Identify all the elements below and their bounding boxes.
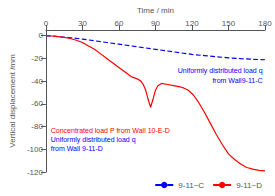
svg-text:9-11~D: 9-11~D xyxy=(236,181,262,190)
svg-text:-100: -100 xyxy=(27,145,44,154)
svg-text:-40: -40 xyxy=(31,77,43,86)
svg-text:-60: -60 xyxy=(31,99,43,108)
svg-text:Vertical displacement /mm: Vertical displacement /mm xyxy=(8,54,17,148)
svg-text:120: 120 xyxy=(185,19,199,28)
svg-text:from Wall 9-11-D: from Wall 9-11-D xyxy=(51,145,103,152)
svg-text:Uniformly distributed load q: Uniformly distributed load q xyxy=(178,67,263,75)
svg-text:9-11~C: 9-11~C xyxy=(178,181,204,190)
svg-text:Uniformly distributed load q: Uniformly distributed load q xyxy=(51,136,136,144)
svg-text:-80: -80 xyxy=(31,122,43,131)
svg-text:180: 180 xyxy=(258,19,272,28)
svg-text:-20: -20 xyxy=(31,54,43,63)
svg-text:0: 0 xyxy=(38,31,43,40)
svg-text:90: 90 xyxy=(151,19,160,28)
svg-text:60: 60 xyxy=(114,19,123,28)
svg-text:Time / min: Time / min xyxy=(137,6,174,15)
svg-text:from Wall9-11-C: from Wall9-11-C xyxy=(212,77,262,84)
svg-text:30: 30 xyxy=(78,19,87,28)
svg-text:0: 0 xyxy=(44,19,49,28)
svg-text:-120: -120 xyxy=(27,168,44,177)
svg-text:Concentrated load P from Wall: Concentrated load P from Wall 10-E-D xyxy=(51,127,170,134)
svg-text:150: 150 xyxy=(222,19,236,28)
